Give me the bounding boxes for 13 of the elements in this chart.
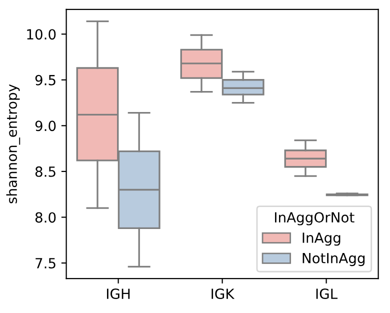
legend-label: InAgg [302,232,340,246]
legend-title: InAggOrNot [275,212,354,226]
y-tick-label: 9.5 [35,74,56,86]
y-tick-label: 8.0 [35,212,56,223]
y-tick-label: 10.0 [27,29,56,40]
x-tick-label: IGK [212,288,235,300]
legend-label: NotInAgg [302,253,365,266]
y-tick-label: 9.0 [35,120,56,132]
x-tick-label: IGH [107,288,130,300]
y-tick-label: 8.5 [35,166,56,177]
y-tick-label: 7.5 [36,258,56,268]
x-tick-label: IGL [316,288,338,300]
y-axis-title: shannon_entropy [6,84,20,204]
